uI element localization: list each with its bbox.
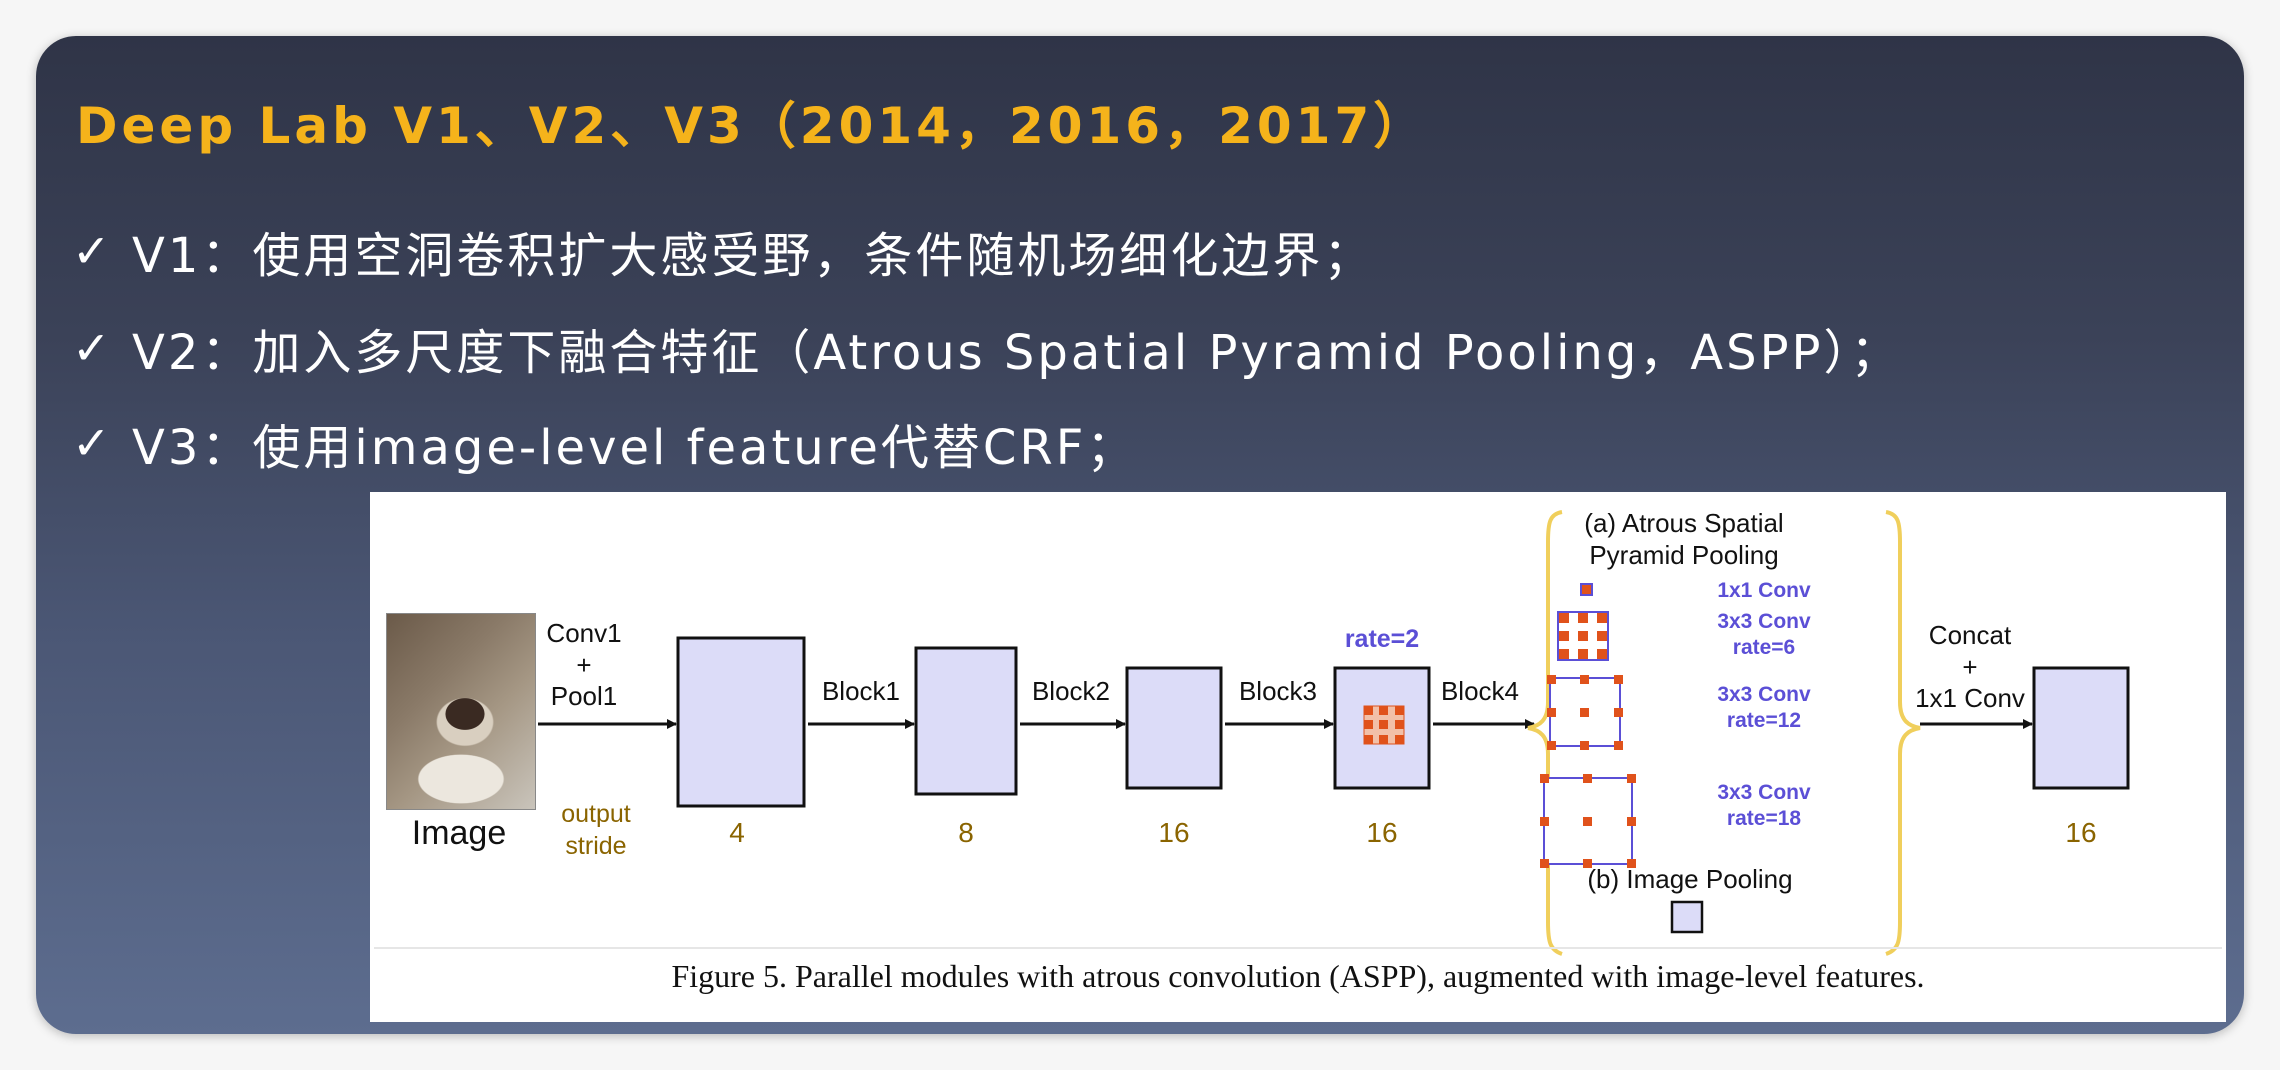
block1-label: Block1 [822, 676, 900, 706]
bullet-text: V3：使用image-level feature代替CRF； [132, 420, 1138, 476]
bullet-v2: ✓ V2：加入多尺度下融合特征（Atrous Spatial Pyramid P… [72, 313, 1902, 383]
pool1-label: Pool1 [551, 681, 618, 711]
cat-photo [386, 613, 536, 810]
stride-value-16: 16 [2065, 817, 2096, 848]
stride-value-8: 8 [958, 817, 974, 848]
stride-value-16: 16 [1158, 817, 1189, 848]
feature-map-3 [1125, 666, 1223, 790]
kernel-1x1 [1580, 583, 1593, 596]
slide-title: Deep Lab V1、V2、V3（2014，2016，2017） [76, 97, 1428, 155]
conv-3x3-label: 3x3 Conv [1717, 781, 1811, 804]
aspp-title-line1: (a) Atrous Spatial [1584, 508, 1783, 538]
bullet-text: V1：使用空洞卷积扩大感受野，条件随机场细化边界； [132, 228, 1375, 284]
aspp-title-line2: Pyramid Pooling [1589, 540, 1778, 570]
rate-label: rate=2 [1345, 625, 1419, 653]
feature-map-output [2032, 666, 2130, 790]
block2-label: Block2 [1032, 676, 1110, 706]
checkmark-icon: ✓ [72, 321, 114, 375]
brace-icon [1885, 510, 1921, 956]
bullet-v3: ✓ V3：使用image-level feature代替CRF； [72, 408, 1137, 478]
rate2-kernel [1363, 705, 1405, 745]
output-label: output [561, 800, 631, 828]
concat-label: Concat [1929, 620, 2012, 650]
image-pooling-label: (b) Image Pooling [1587, 864, 1792, 894]
bullet-v1: ✓ V1：使用空洞卷积扩大感受野，条件随机场细化边界； [72, 216, 1374, 286]
conv-rate12-label: rate=12 [1727, 709, 1801, 732]
aspp-figure: Image Conv1 + Pool1 output stride [370, 492, 2226, 1022]
stride-label: stride [565, 832, 626, 860]
feature-map-1 [676, 636, 806, 808]
conv-3x3-label: 3x3 Conv [1717, 683, 1811, 706]
concat-conv-label: 1x1 Conv [1915, 683, 2025, 713]
stride-value-4: 4 [729, 817, 745, 848]
bullet-text: V2：加入多尺度下融合特征（Atrous Spatial Pyramid Poo… [132, 325, 1902, 381]
conv-rate18-label: rate=18 [1727, 807, 1801, 830]
feature-map-2 [914, 646, 1018, 796]
conv-rate6-label: rate=6 [1733, 636, 1795, 659]
kernel-rate6 [1557, 611, 1609, 661]
image-label: Image [412, 814, 507, 852]
kernel-rate18 [1540, 774, 1636, 868]
conv-1x1-label: 1x1 Conv [1717, 579, 1811, 602]
stride-value-16: 16 [1366, 817, 1397, 848]
checkmark-icon: ✓ [72, 416, 114, 470]
kernel-rate12 [1547, 675, 1623, 750]
aspp-diagram: Image Conv1 + Pool1 output stride [374, 508, 2222, 956]
block3-label: Block3 [1239, 676, 1317, 706]
conv1-label: Conv1 [546, 618, 621, 648]
block4-label: Block4 [1441, 676, 1519, 706]
conv-3x3-label: 3x3 Conv [1717, 610, 1811, 633]
image-pooling-box [1670, 900, 1704, 934]
figure-caption: Figure 5. Parallel modules with atrous c… [671, 958, 1925, 994]
concat-plus-label: + [1962, 652, 1977, 682]
slide: Deep Lab V1、V2、V3（2014，2016，2017） ✓ V1：使… [36, 36, 2244, 1034]
brace-icon [1527, 510, 1563, 956]
plus-label: + [576, 650, 591, 680]
checkmark-icon: ✓ [72, 224, 114, 278]
